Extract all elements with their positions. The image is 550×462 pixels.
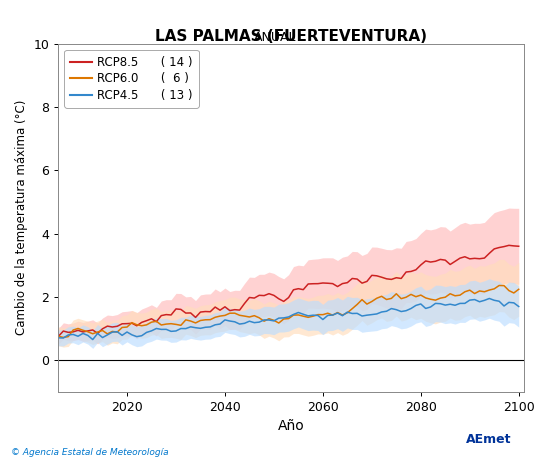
Legend: RCP8.5      ( 14 ), RCP6.0      (  6 ), RCP4.5      ( 13 ): RCP8.5 ( 14 ), RCP6.0 ( 6 ), RCP4.5 ( 13…	[64, 50, 199, 108]
Text: ANUAL: ANUAL	[254, 31, 296, 44]
Y-axis label: Cambio de la temperatura máxima (°C): Cambio de la temperatura máxima (°C)	[15, 100, 28, 335]
Title: LAS PALMAS (FUERTEVENTURA): LAS PALMAS (FUERTEVENTURA)	[155, 29, 427, 44]
Text: AEmet: AEmet	[466, 433, 512, 446]
X-axis label: Año: Año	[278, 419, 304, 433]
Text: © Agencia Estatal de Meteorología: © Agencia Estatal de Meteorología	[11, 449, 169, 457]
